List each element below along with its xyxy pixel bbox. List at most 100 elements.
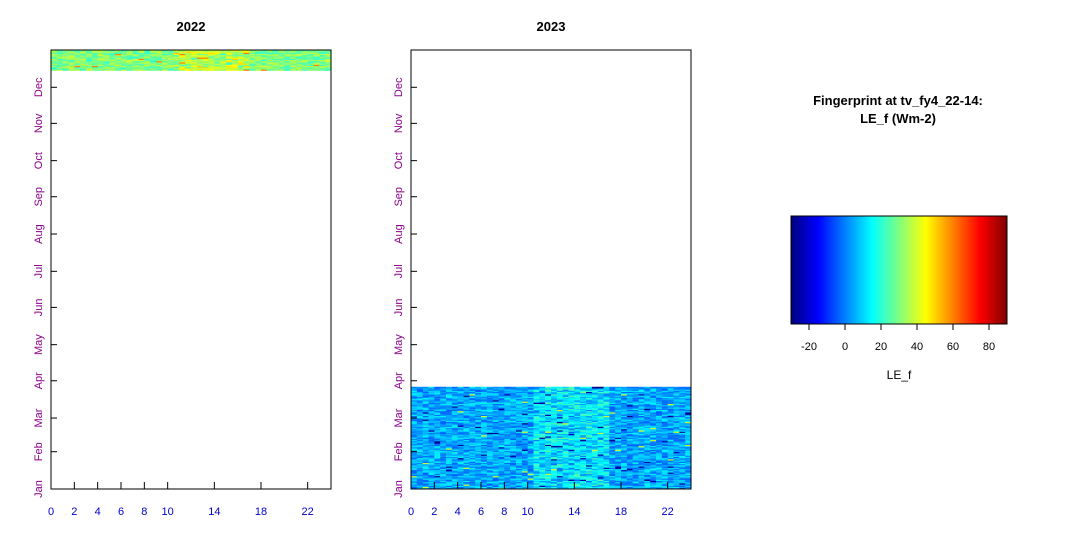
heatmap-cell (422, 392, 429, 395)
heatmap-cell (615, 402, 622, 404)
heatmap-cell (632, 475, 639, 478)
heatmap-cell (451, 464, 459, 467)
heatmap-cell (475, 420, 482, 423)
heatmap-cell (574, 437, 581, 439)
heatmap-cell (551, 444, 558, 447)
heatmap-cell (214, 52, 221, 55)
heatmap-cell (504, 485, 511, 487)
heatmap-cell (440, 467, 447, 469)
heatmap-cell (440, 386, 447, 389)
heatmap-cell (440, 476, 447, 479)
heatmap-cell (173, 64, 180, 67)
heatmap-cell (457, 431, 464, 433)
heatmap-cell (68, 64, 75, 67)
heatmap-cell (451, 431, 459, 433)
heatmap-cell (568, 437, 575, 439)
heatmap-cell (650, 445, 657, 448)
heatmap-cell (609, 392, 616, 395)
heatmap-cell (319, 56, 326, 58)
heatmap-cell (492, 486, 499, 489)
heatmap-cell (679, 472, 686, 474)
heatmap-cell (533, 480, 540, 483)
heatmap-cell (463, 450, 470, 453)
heatmap-cell (62, 68, 69, 70)
heatmap-cell (521, 421, 529, 424)
heatmap-cell (568, 391, 575, 394)
heatmap-cell (237, 50, 244, 52)
heatmap-cell (609, 436, 616, 438)
heatmap-cell (673, 387, 680, 390)
heatmap-cell (411, 469, 418, 472)
heatmap-cell (492, 410, 499, 413)
heatmap-cell (650, 469, 657, 472)
heatmap-cell (679, 481, 686, 484)
heatmap-cell (615, 449, 622, 451)
heatmap-cell (679, 408, 686, 411)
heatmap-cell (296, 60, 303, 63)
heatmap-cell (556, 434, 564, 437)
heatmap-cell (615, 464, 622, 467)
heatmap-cell (492, 469, 499, 472)
heatmap-cell (539, 456, 546, 459)
heatmap-cell (638, 406, 645, 408)
heatmap-cell (451, 434, 459, 437)
heatmap-cell (661, 468, 669, 471)
heatmap-cell (626, 445, 634, 448)
heatmap-cell (463, 480, 470, 483)
heatmap-cell (451, 393, 459, 396)
heatmap-cell (451, 457, 459, 460)
heatmap-cell (266, 62, 274, 64)
heatmap-cell (556, 404, 564, 407)
heatmap-cell (492, 439, 499, 442)
heatmap-cell (521, 387, 529, 390)
heatmap-cell (434, 409, 441, 412)
heatmap-cell (231, 63, 239, 65)
heatmap-cell (261, 68, 268, 70)
heatmap-cell (562, 387, 569, 390)
heatmap-cell (440, 480, 447, 483)
heatmap-cell (586, 475, 593, 478)
heatmap-cell (556, 473, 564, 475)
heatmap-cell (679, 474, 686, 477)
heatmap-cell (685, 481, 692, 484)
heatmap-cell (545, 436, 552, 438)
heatmap-cell (475, 450, 482, 453)
heatmap-cell (615, 392, 622, 395)
heatmap-cell (533, 434, 540, 437)
heatmap-cell (591, 419, 599, 421)
heatmap-cell (661, 424, 669, 426)
heatmap-cell (475, 425, 482, 427)
heatmap-cell (463, 442, 470, 444)
heatmap-cell (504, 434, 511, 437)
heatmap-cell (231, 62, 239, 64)
heatmap-cell (504, 387, 511, 390)
heatmap-cell (638, 485, 645, 487)
heatmap-cell (650, 431, 657, 433)
heatmap-cell (486, 451, 494, 454)
heatmap-cell (539, 424, 546, 426)
heatmap-cell (451, 480, 459, 483)
heatmap-cell (580, 432, 587, 435)
heatmap-cell (626, 457, 634, 460)
y-tick-label: Aug (393, 224, 405, 244)
heatmap-cell (440, 424, 447, 426)
heatmap-cell (556, 418, 564, 420)
heatmap-cell (667, 413, 674, 415)
heatmap-cell (446, 466, 453, 468)
heatmap-cell (586, 440, 593, 443)
heatmap-cell (80, 63, 87, 65)
heatmap-cell (173, 54, 180, 57)
heatmap-cell (504, 450, 511, 453)
heatmap-cell (661, 442, 669, 444)
heatmap-cell (68, 66, 75, 69)
heatmap-cell (621, 437, 628, 439)
heatmap-cell (451, 432, 459, 435)
heatmap-cell (650, 446, 657, 449)
heatmap-cell (650, 476, 657, 479)
heatmap-cell (167, 64, 174, 67)
heatmap-cell (556, 458, 564, 461)
heatmap-cell (667, 455, 674, 457)
heatmap-cell (679, 431, 686, 433)
heatmap-cell (527, 466, 534, 468)
heatmap-cell (475, 408, 482, 411)
